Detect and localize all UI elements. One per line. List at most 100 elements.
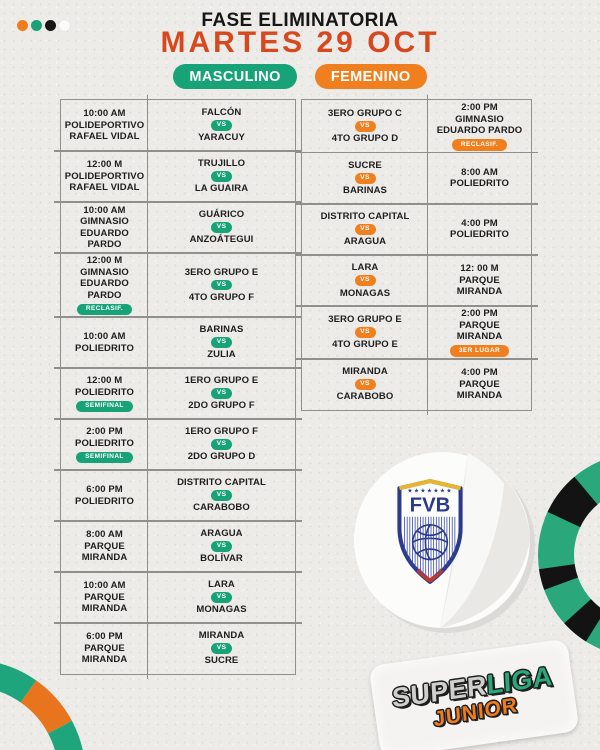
venue-line: POLIEDRITO — [450, 229, 509, 241]
table-row: 10:00 AM POLIDEPORTIVO RAFAEL VIDAL FALC… — [54, 100, 302, 152]
venue-line: EDUARDO PARDO — [436, 125, 523, 136]
team-name: ARAGUA — [200, 528, 243, 540]
masculino-pill: MASCULINO — [173, 64, 297, 89]
team-name: 4TO GRUPO D — [331, 133, 399, 145]
venue-line: RAFAEL VIDAL — [69, 131, 140, 143]
team-name: ANZOÁTEGUI — [189, 234, 254, 246]
table-row: 8:00 AM PARQUE MIRANDA ARAGUA VS BOLÍVAR — [54, 521, 302, 573]
fvb-stars: ★★★★★★★ — [407, 487, 452, 494]
match-time: 4:00 PM — [461, 367, 498, 379]
vs-badge: VS — [211, 388, 232, 399]
time-venue-cell: 10:00 AM POLIDEPORTIVO RAFAEL VIDAL — [61, 100, 148, 151]
vs-badge: VS — [211, 439, 232, 450]
time-venue-cell: 2:00 PM POLIEDRITO SEMIFINAL — [61, 419, 148, 470]
team-name: 4TO GRUPO F — [188, 291, 255, 303]
time-venue-cell: 10:00 AM PARQUE MIRANDA — [61, 572, 148, 623]
matchup-cell: GUÁRICO VS ANZOÁTEGUI — [148, 202, 295, 253]
team-name: DISTRITO CAPITAL — [320, 210, 410, 222]
green-dot-icon — [31, 20, 42, 31]
venue-line: MIRANDA — [456, 390, 503, 402]
white-dot-icon — [59, 20, 70, 31]
date-title: MARTES 29 OCT — [160, 26, 440, 59]
phase-title: FASE ELIMINATORIA — [201, 10, 399, 31]
match-time: 12:00 M — [86, 255, 123, 266]
black-dot-icon — [45, 20, 56, 31]
fvb-label: FVB — [410, 495, 451, 517]
category-legend: MASCULINO FEMENINO — [0, 64, 600, 89]
team-name: MONAGAS — [339, 287, 391, 299]
venue-line: POLIEDRITO — [450, 178, 509, 190]
table-row: 10:00 AM PARQUE MIRANDA LARA VS MONAGAS — [54, 572, 302, 624]
time-venue-cell: 8:00 AM POLIEDRITO — [428, 153, 531, 204]
venue-line: PARQUE — [459, 274, 500, 286]
time-venue-cell: 4:00 PM PARQUE MIRANDA — [428, 359, 531, 410]
match-time: 2:00 PM — [86, 426, 123, 437]
venue-line: POLIDEPORTIVO — [64, 170, 145, 182]
matchup-cell: DISTRITO CAPITAL VS ARAGUA — [302, 204, 428, 255]
match-time: 10:00 AM — [83, 580, 126, 592]
match-time: 2:00 PM — [461, 102, 498, 113]
table-row: 6:00 PM PARQUE MIRANDA MIRANDA VS SUCRE — [61, 623, 295, 674]
table-row: 10:00 AM POLIEDRITO BARINAS VS ZULIA — [54, 317, 302, 369]
venue-line: EDUARDO PARDO — [80, 278, 129, 301]
venue-line: PARQUE — [459, 378, 500, 390]
team-name: YARACUY — [198, 132, 245, 144]
match-time: 12:00 M — [86, 375, 123, 386]
vs-badge: VS — [354, 378, 376, 390]
match-time: 8:00 AM — [86, 529, 123, 541]
time-venue-cell: 12: 00 M PARQUE MIRANDA — [428, 255, 531, 306]
match-time: 6:00 PM — [86, 631, 123, 643]
team-name: MIRANDA — [342, 365, 388, 377]
vs-badge: VS — [354, 327, 376, 338]
team-name: SUCRE — [348, 159, 382, 171]
vs-badge: VS — [354, 275, 376, 287]
time-venue-cell: 6:00 PM POLIEDRITO — [61, 470, 148, 521]
team-name: MIRANDA — [198, 630, 245, 642]
team-name: DISTRITO CAPITAL — [177, 477, 266, 489]
matchup-cell: TRUJILLO VS LA GUAIRA — [148, 151, 295, 202]
team-name: SUCRE — [204, 655, 239, 667]
team-name: 1ERO GRUPO E — [184, 375, 259, 387]
vs-badge: VS — [354, 223, 376, 235]
team-name: BARINAS — [199, 324, 244, 336]
table-row: 3ERO GRUPO C VS 4TO GRUPO D 2:00 PM GIMN… — [295, 100, 538, 153]
venue-line: RAFAEL VIDAL — [69, 182, 140, 194]
matchup-cell: DISTRITO CAPITAL VS CARABOBO — [148, 470, 295, 521]
venue-line: POLIEDRITO — [75, 342, 134, 354]
team-name: 2DO GRUPO F — [188, 400, 255, 412]
time-venue-cell: 10:00 AM GIMNASIO EDUARDO PARDO — [61, 202, 148, 253]
stage-badge: 3ER LUGAR — [449, 345, 510, 357]
femenino-schedule-table: 3ERO GRUPO C VS 4TO GRUPO D 2:00 PM GIMN… — [295, 95, 538, 415]
team-name: MONAGAS — [196, 604, 247, 616]
match-time: 8:00 AM — [461, 166, 498, 178]
team-name: FALCÓN — [201, 107, 242, 119]
match-time: 6:00 PM — [86, 484, 123, 495]
vs-badge: VS — [211, 120, 232, 131]
column-divider — [146, 95, 149, 679]
stage-badge: RECLASIF. — [451, 139, 508, 151]
venue-line: PARQUE — [84, 540, 125, 552]
matchup-cell: LARA VS MONAGAS — [302, 255, 428, 306]
corner-arc-decoration — [0, 663, 83, 750]
venue-line: PARQUE — [84, 591, 125, 603]
matchup-cell: ARAGUA VS BOLÍVAR — [148, 521, 295, 572]
team-name: LARA — [351, 262, 379, 274]
venue-line: MIRANDA — [456, 331, 503, 343]
venue-line: MIRANDA — [456, 286, 503, 298]
time-venue-cell: 12:00 M POLIDEPORTIVO RAFAEL VIDAL — [61, 151, 148, 202]
team-name: 2DO GRUPO D — [187, 451, 256, 463]
table-row: 12:00 M POLIEDRITO SEMIFINAL 1ERO GRUPO … — [54, 368, 302, 420]
stage-badge: SEMIFINAL — [76, 400, 133, 412]
time-venue-cell: 6:00 PM PARQUE MIRANDA — [61, 623, 148, 674]
masculino-schedule-table: 10:00 AM POLIDEPORTIVO RAFAEL VIDAL FALC… — [54, 95, 302, 679]
time-venue-cell: 8:00 AM PARQUE MIRANDA — [61, 521, 148, 572]
match-time: 12: 00 M — [460, 263, 499, 275]
venue-line: PARQUE — [84, 642, 125, 654]
venue-line: EDUARDO PARDO — [80, 227, 129, 251]
match-time: 10:00 AM — [83, 108, 126, 120]
stage-badge: RECLASIF. — [76, 303, 133, 315]
team-name: LARA — [208, 579, 235, 591]
vs-badge: VS — [354, 172, 376, 184]
team-name: 1ERO GRUPO F — [185, 426, 258, 438]
